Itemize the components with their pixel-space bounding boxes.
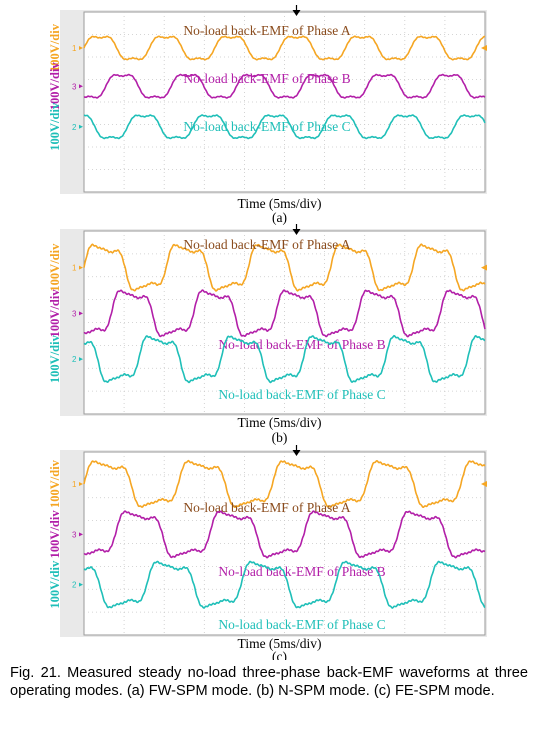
channel-marker: 2 [72, 355, 77, 364]
channel-marker-arrow-icon [79, 265, 83, 270]
channel-scale-label: 100V/div [48, 62, 62, 111]
series-label-phase-a: No-load back-EMF of Phase A [183, 23, 350, 38]
scope-grid [84, 452, 485, 635]
channel-marker-arrow-icon [79, 582, 83, 587]
channel-scale-label: 100V/div [48, 289, 62, 338]
series-label-phase-b: No-load back-EMF of Phase B [218, 564, 385, 579]
channel-marker-arrow-icon [79, 46, 83, 50]
channel-marker-arrow-icon [79, 124, 83, 129]
trace-phase-b [83, 289, 486, 338]
scope-panel-1: 1 100V/div No-load back-EMF of Phase A 3 100… [48, 5, 487, 225]
channel-scale-label: 100V/div [48, 459, 62, 508]
trace-phase-c [83, 560, 486, 609]
series-label-phase-a: No-load back-EMF of Phase A [183, 237, 350, 252]
trigger-level-icon [481, 481, 487, 488]
channel-marker: 3 [72, 82, 77, 91]
oscilloscope-figure: 1 100V/div No-load back-EMF of Phase A 3 100… [48, 5, 487, 660]
scope-grid [84, 12, 485, 192]
channel-scale-label: 100V/div [48, 510, 62, 559]
channel-scale-label: 100V/div [48, 560, 62, 609]
trigger-level-icon [481, 264, 487, 271]
series-label-phase-b: No-load back-EMF of Phase B [218, 337, 385, 352]
channel-marker-arrow-icon [79, 357, 83, 362]
channel-marker: 1 [72, 264, 77, 273]
channel-marker: 2 [72, 581, 77, 590]
x-axis-label: Time (5ms/div) [238, 636, 322, 651]
scope-panel-2: 1 100V/div No-load back-EMF of Phase A 3 100… [48, 224, 487, 445]
channel-scale-label: 100V/div [48, 102, 62, 151]
channel-marker: 3 [72, 309, 77, 318]
channel-marker-arrow-icon [79, 482, 83, 487]
trigger-marker-icon [292, 229, 301, 235]
series-label-phase-c: No-load back-EMF of Phase C [183, 119, 350, 134]
trigger-level-icon [481, 45, 487, 51]
trace-phase-c [83, 334, 486, 384]
channel-scale-label: 100V/div [48, 334, 62, 383]
channel-marker: 2 [72, 123, 77, 132]
trace-phase-b [83, 510, 486, 559]
series-label-phase-a: No-load back-EMF of Phase A [183, 500, 350, 515]
series-label-phase-c: No-load back-EMF of Phase C [218, 617, 385, 632]
figure-caption: Fig. 21. Measured steady no-load three-p… [10, 665, 528, 699]
trace-phase-a [83, 35, 486, 61]
trigger-marker-icon [292, 450, 301, 456]
channel-scale-label: 100V/div [48, 243, 62, 292]
x-axis-label: Time (5ms/div) [238, 196, 322, 211]
trace-phase-b [83, 73, 486, 99]
channel-scale-label: 100V/div [48, 23, 62, 72]
scope-panel-3: 1 100V/div No-load back-EMF of Phase A 3 100… [48, 445, 487, 660]
trace-phase-a [83, 459, 486, 508]
panel-label: (c) [272, 649, 287, 660]
trigger-marker-icon [292, 10, 301, 16]
trace-phase-a [83, 243, 486, 292]
channel-marker-arrow-icon [79, 532, 83, 537]
series-label-phase-c: No-load back-EMF of Phase C [218, 387, 385, 402]
channel-marker: 1 [72, 480, 77, 489]
trace-phase-c [83, 114, 486, 140]
x-axis-label: Time (5ms/div) [238, 415, 322, 430]
channel-marker: 3 [72, 530, 77, 539]
series-label-phase-b: No-load back-EMF of Phase B [183, 71, 350, 86]
panel-label: (a) [272, 210, 287, 225]
channel-marker-arrow-icon [79, 311, 83, 316]
panel-label: (b) [272, 430, 288, 445]
channel-marker-arrow-icon [79, 84, 83, 89]
channel-marker: 1 [72, 44, 77, 53]
